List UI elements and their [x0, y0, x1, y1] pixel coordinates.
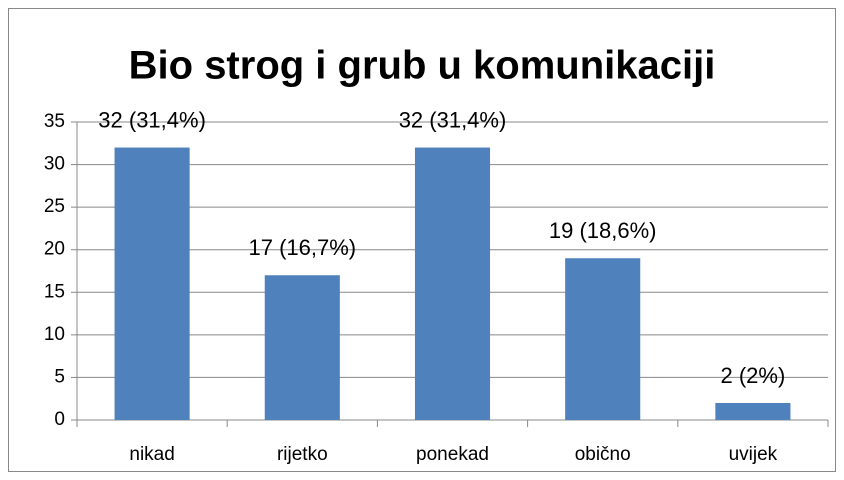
bar — [114, 147, 190, 421]
x-tick-label: obično — [575, 444, 631, 465]
y-tick-label: 15 — [44, 281, 65, 302]
x-tick-label: ponekad — [416, 444, 489, 465]
value-label: 32 (31,4%) — [399, 107, 507, 132]
value-label: 17 (16,7%) — [248, 235, 356, 260]
value-label: 32 (31,4%) — [98, 107, 206, 132]
chart-title: Bio strog i grub u komunikaciji — [129, 44, 716, 88]
y-tick-label: 30 — [44, 154, 65, 175]
x-tick-label: uvijek — [729, 444, 778, 465]
y-tick-label: 25 — [44, 196, 65, 217]
y-tick-label: 5 — [54, 366, 65, 387]
value-label: 2 (2%) — [721, 363, 786, 388]
bar — [715, 402, 791, 420]
y-tick-label: 10 — [44, 324, 65, 345]
bar — [264, 275, 340, 420]
y-tick-label: 35 — [44, 111, 65, 132]
value-label: 19 (18,6%) — [549, 218, 657, 243]
y-tick-label: 20 — [44, 239, 65, 260]
x-tick-label: nikad — [129, 444, 174, 465]
y-tick-label: 0 — [54, 409, 65, 430]
bar — [565, 258, 641, 420]
bar — [414, 147, 491, 421]
x-tick-label: rijetko — [277, 444, 328, 465]
